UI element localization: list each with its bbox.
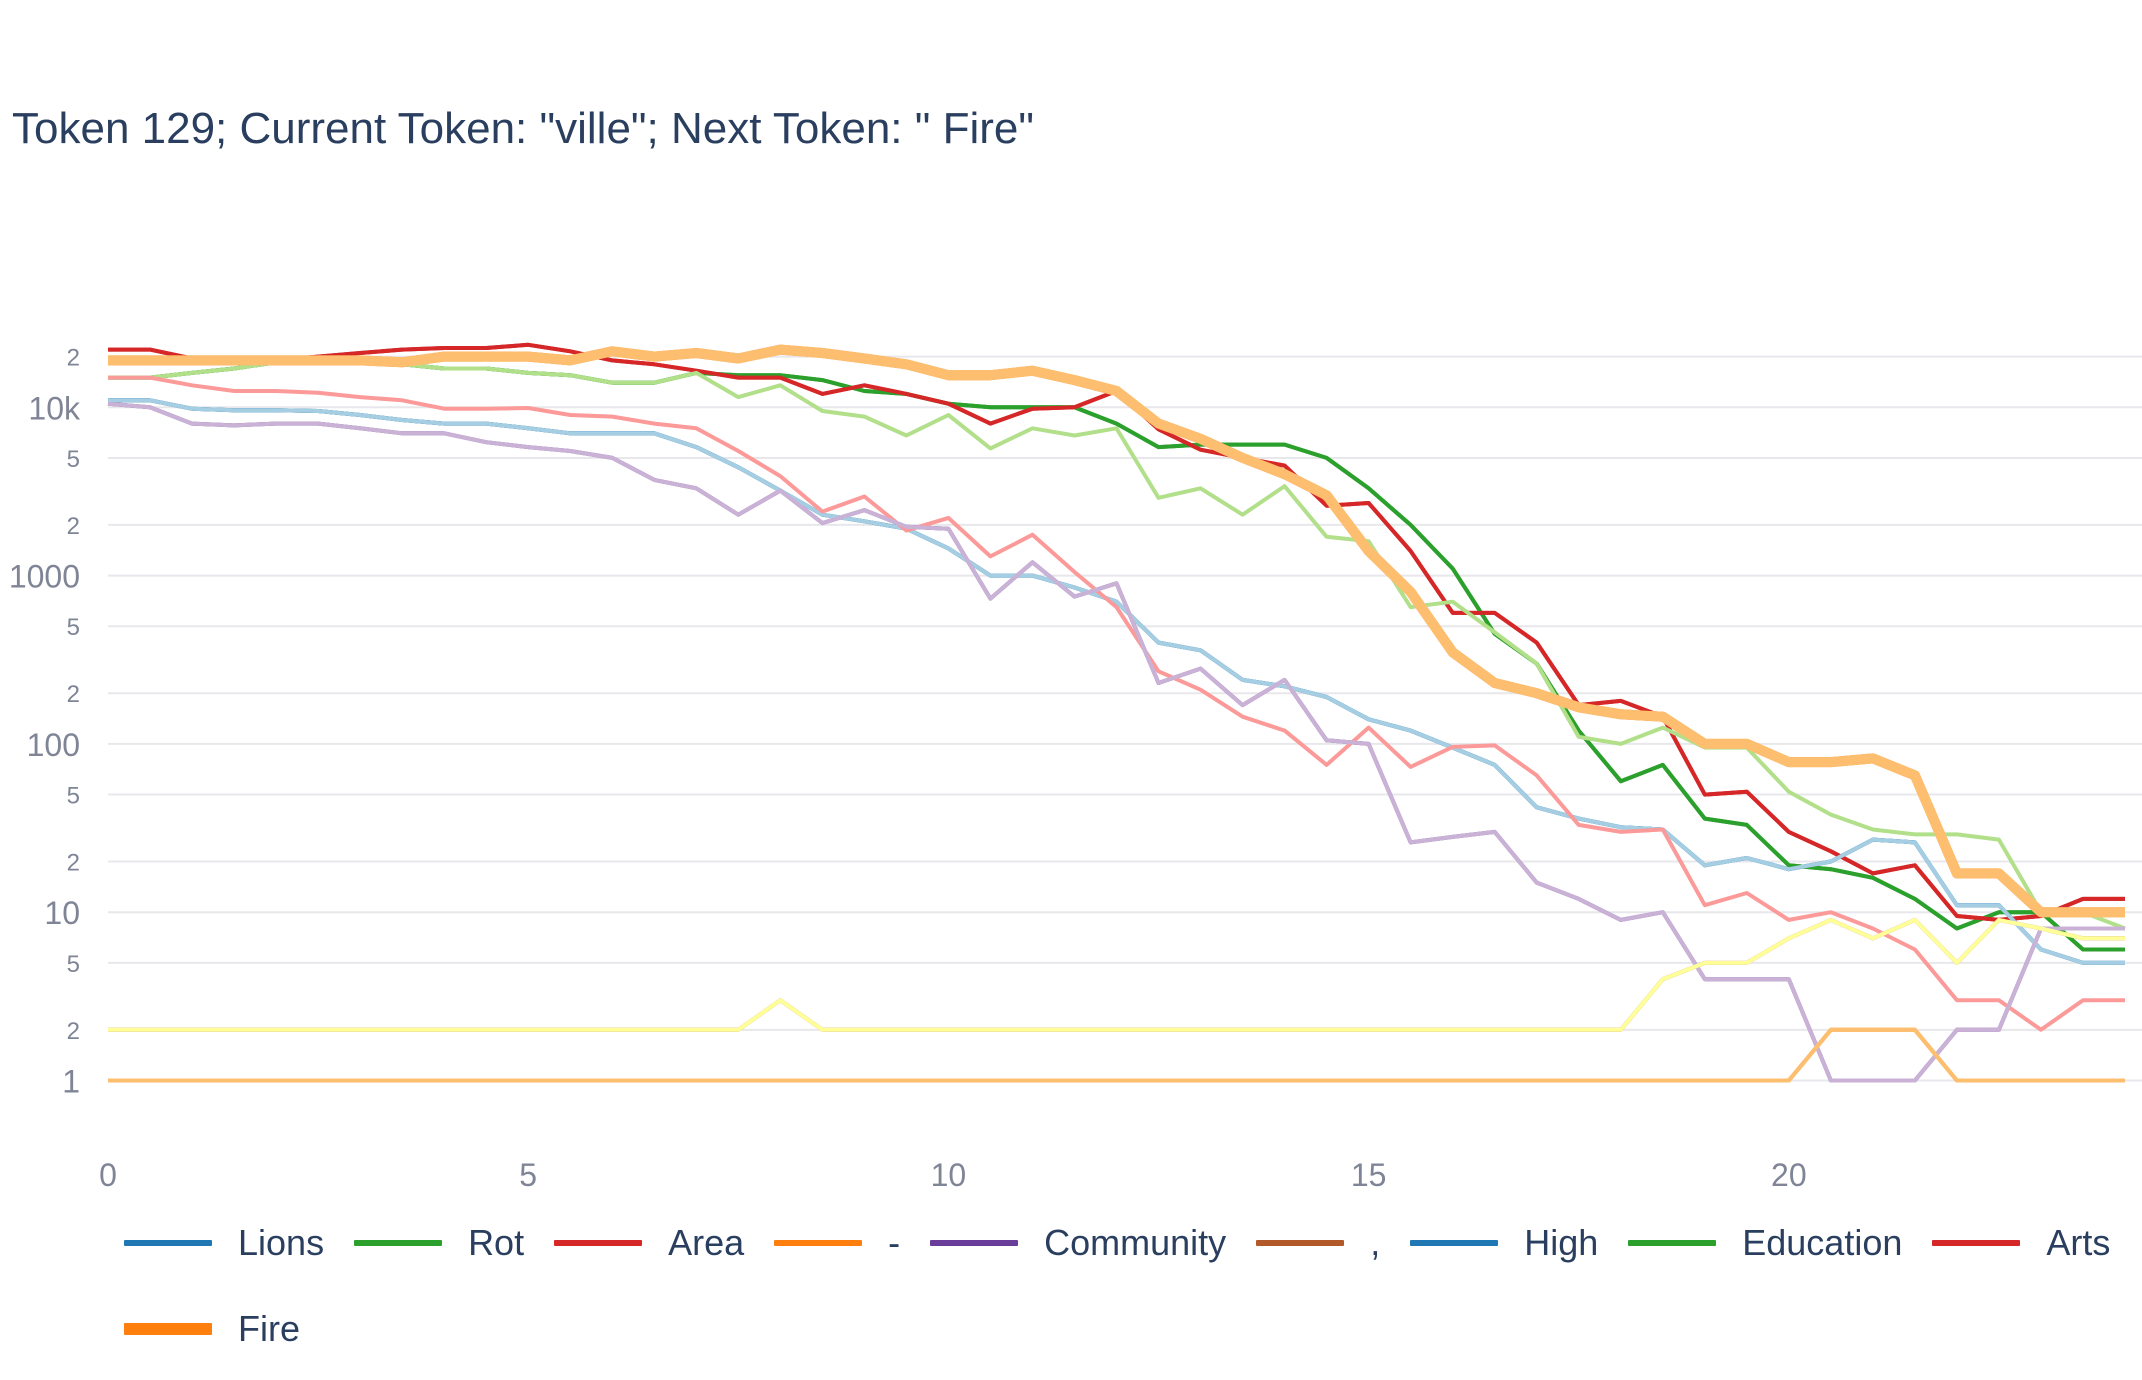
legend-label: Community: [1044, 1222, 1227, 1263]
series-line-15: [108, 917, 2125, 1032]
legend-swatch: [1932, 1240, 2021, 1246]
legend-item[interactable]: Fire: [124, 1308, 300, 1350]
legend-swatch: [774, 1240, 863, 1246]
legend-label: Rot: [468, 1222, 525, 1263]
legend-item[interactable]: Rot: [354, 1222, 524, 1264]
plot-area: [107, 342, 2126, 1083]
x-tick-label: 15: [1351, 1157, 1387, 1193]
legend-swatch: [554, 1240, 643, 1246]
series-line-comma: [108, 917, 2125, 1032]
legend-label: ,: [1370, 1222, 1381, 1263]
y-major-tick-label: 100: [27, 727, 80, 763]
legend-label: High: [1524, 1222, 1599, 1263]
series-line-12: [108, 375, 2125, 1032]
y-major-tick-label: 1: [62, 1064, 80, 1100]
legend-item[interactable]: ,: [1256, 1222, 1380, 1264]
legend-swatch: [1410, 1240, 1499, 1246]
y-minor-tick-label: 5: [67, 446, 80, 473]
legend-item[interactable]: Community: [930, 1222, 1226, 1264]
y-minor-tick-label: 2: [67, 345, 80, 372]
y-minor-tick-label: 2: [67, 513, 80, 540]
y-minor-tick-label: 5: [67, 951, 80, 978]
series-line-16: [108, 1027, 2125, 1083]
legend-item[interactable]: -: [774, 1222, 900, 1264]
legend-swatch: [354, 1240, 443, 1246]
series-line-lions: [108, 398, 2125, 965]
legend-item[interactable]: Lions: [124, 1222, 324, 1264]
y-minor-tick-label: 2: [67, 681, 80, 708]
legend-swatch: [124, 1240, 212, 1246]
legend-item[interactable]: Area: [554, 1222, 744, 1264]
y-minor-tick-label: 5: [67, 614, 80, 641]
y-minor-tick-label: 5: [67, 783, 80, 810]
y-major-tick-label: 1000: [9, 559, 80, 595]
legend-label: Lions: [238, 1222, 325, 1263]
legend-label: Fire: [238, 1308, 300, 1349]
y-minor-tick-label: 2: [67, 1018, 80, 1045]
legend-item[interactable]: Education: [1628, 1222, 1902, 1264]
series-line-community: [107, 401, 2125, 1083]
y-major-tick-label: 10: [44, 895, 80, 931]
y-major-tick-label: 10k: [28, 390, 81, 426]
x-tick-label: 10: [931, 1157, 967, 1193]
series-line-10: [108, 398, 2125, 965]
series-line-13: [108, 344, 2125, 918]
legend-label: Arts: [2046, 1222, 2111, 1263]
legend: Lions Rot Area - Community, High Education Arts…: [124, 1222, 2142, 1350]
y-minor-tick-label: 2: [67, 850, 80, 877]
x-tick-label: 5: [519, 1157, 537, 1193]
grid-lines: [108, 355, 2142, 1082]
legend-swatch: [930, 1240, 1019, 1246]
legend-item[interactable]: Arts: [1932, 1222, 2110, 1264]
legend-label: Area: [668, 1222, 745, 1263]
x-tick-label: 20: [1771, 1157, 1807, 1193]
legend-swatch: [1256, 1240, 1345, 1246]
legend-item[interactable]: High: [1410, 1222, 1598, 1264]
legend-label: -: [888, 1222, 901, 1263]
series-line-11: [108, 358, 2126, 931]
chart-title: Token 129; Current Token: "ville"; Next …: [12, 104, 1034, 153]
x-tick-label: 0: [99, 1157, 117, 1193]
legend-swatch: [124, 1323, 212, 1335]
legend-swatch: [1628, 1240, 1717, 1246]
legend-label: Education: [1742, 1222, 1903, 1263]
series-line-14: [107, 401, 2125, 1083]
series-line-high: [108, 398, 2125, 965]
